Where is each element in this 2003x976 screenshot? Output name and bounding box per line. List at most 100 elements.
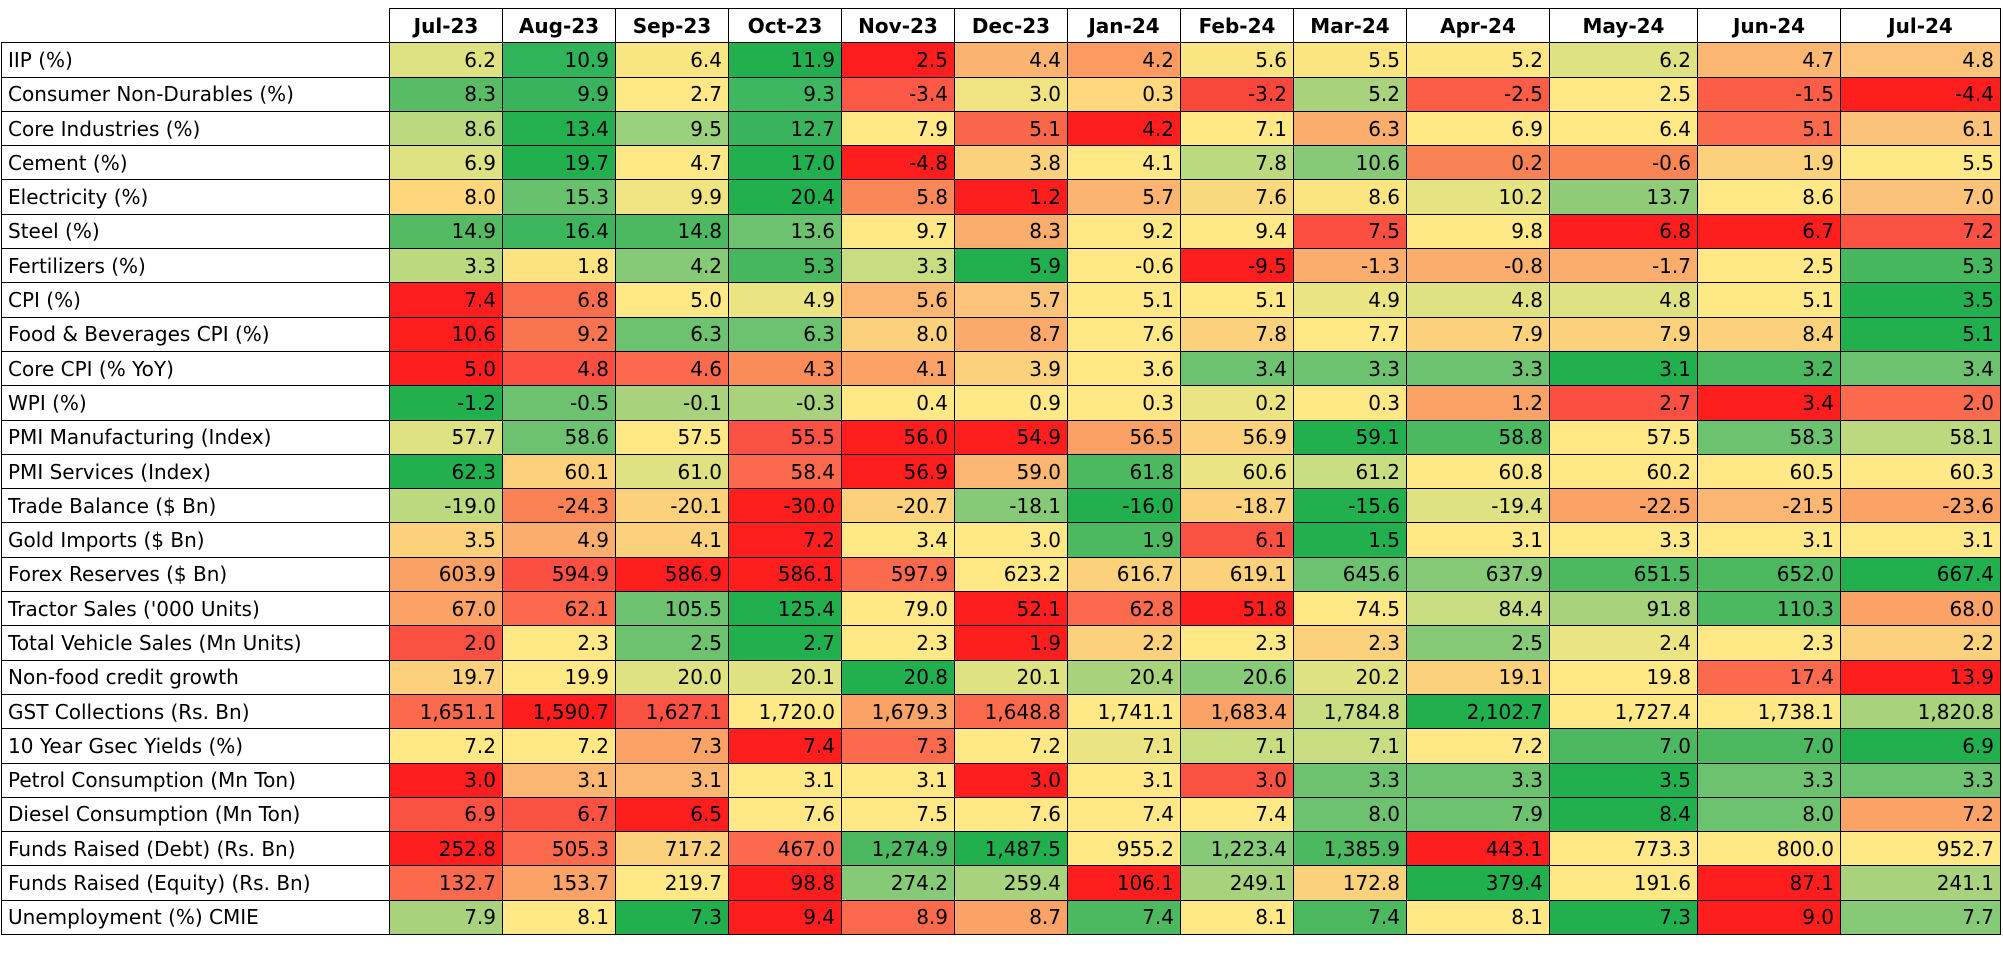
value-cell: 191.6 <box>1549 865 1698 901</box>
value-cell: -19.0 <box>389 488 503 524</box>
value-cell: 7.7 <box>1840 899 2001 936</box>
value-cell: 7.6 <box>1067 316 1181 352</box>
row-label: Steel (%) <box>1 213 390 250</box>
value-cell: 5.2 <box>1293 76 1407 112</box>
value-cell: 5.0 <box>389 350 503 387</box>
value-cell: 7.4 <box>728 728 842 764</box>
value-cell: 7.4 <box>1067 899 1181 936</box>
value-cell: 172.8 <box>1293 865 1407 901</box>
column-header: Aug-23 <box>502 7 616 44</box>
value-cell: 1,487.5 <box>954 831 1068 867</box>
row-label: Cement (%) <box>1 145 390 181</box>
value-cell: 3.3 <box>1549 522 1698 558</box>
value-cell: 4.8 <box>1840 42 2001 78</box>
value-cell: 3.4 <box>1840 350 2001 387</box>
value-cell: 5.2 <box>1406 42 1550 78</box>
value-cell: 6.7 <box>502 796 616 833</box>
row-label: Food & Beverages CPI (%) <box>1 316 390 352</box>
value-cell: 15.3 <box>502 179 616 215</box>
row-label: Gold Imports ($ Bn) <box>1 522 390 558</box>
value-cell: 1.8 <box>502 248 616 284</box>
table-row: Trade Balance ($ Bn) -19.0 -24.3 -20.1 -30.0… <box>1 488 2001 524</box>
value-cell: 13.9 <box>1840 659 2001 695</box>
value-cell: 58.3 <box>1697 419 1841 455</box>
value-cell: 3.5 <box>1840 282 2001 318</box>
table-row: Tractor Sales ('000 Units) 67.0 62.1 105.5 1… <box>1 591 2001 627</box>
value-cell: 7.5 <box>1293 213 1407 250</box>
value-cell: 4.2 <box>1067 110 1181 147</box>
value-cell: 5.5 <box>1293 42 1407 78</box>
value-cell: 3.1 <box>841 762 955 798</box>
value-cell: 597.9 <box>841 556 955 593</box>
value-cell: 13.4 <box>502 110 616 147</box>
value-cell: 1,651.1 <box>389 693 503 730</box>
value-cell: 7.6 <box>728 796 842 833</box>
value-cell: 259.4 <box>954 865 1068 901</box>
table-row: Core CPI (% YoY) 5.0 4.8 4.6 4.3 4.1 3.9 3.6 3.4… <box>1 350 2001 387</box>
value-cell: -23.6 <box>1840 488 2001 524</box>
value-cell: 132.7 <box>389 865 503 901</box>
row-label: Trade Balance ($ Bn) <box>1 488 390 524</box>
value-cell: 8.7 <box>954 316 1068 352</box>
value-cell: 58.1 <box>1840 419 2001 455</box>
value-cell: 9.3 <box>728 76 842 112</box>
value-cell: 5.7 <box>954 282 1068 318</box>
table-row: Diesel Consumption (Mn Ton) 6.9 6.7 6.5 7.6 7… <box>1 796 2001 833</box>
value-cell: 651.5 <box>1549 556 1698 593</box>
value-cell: -21.5 <box>1697 488 1841 524</box>
value-cell: 3.4 <box>841 522 955 558</box>
value-cell: 6.8 <box>502 282 616 318</box>
value-cell: 4.8 <box>1406 282 1550 318</box>
value-cell: 6.5 <box>615 796 729 833</box>
value-cell: 57.5 <box>615 419 729 455</box>
value-cell: 3.3 <box>1406 762 1550 798</box>
value-cell: 3.1 <box>1840 522 2001 558</box>
value-cell: 17.4 <box>1697 659 1841 695</box>
value-cell: 56.5 <box>1067 419 1181 455</box>
value-cell: 1.9 <box>1067 522 1181 558</box>
value-cell: -1.3 <box>1293 248 1407 284</box>
value-cell: 9.5 <box>615 110 729 147</box>
value-cell: 59.1 <box>1293 419 1407 455</box>
value-cell: 13.6 <box>728 213 842 250</box>
value-cell: 19.8 <box>1549 659 1698 695</box>
corner-cell <box>1 8 390 44</box>
table-row: Cement (%) 6.9 19.7 4.7 17.0 -4.8 3.8 4.1 7.8 10.… <box>1 145 2001 181</box>
value-cell: 61.0 <box>615 453 729 490</box>
table-row: CPI (%) 7.4 6.8 5.0 4.9 5.6 5.7 5.1 5.1 4.9 4.8 4.8… <box>1 282 2001 318</box>
value-cell: 54.9 <box>954 419 1068 455</box>
value-cell: 3.5 <box>1549 762 1698 798</box>
value-cell: 20.4 <box>728 179 842 215</box>
value-cell: 1,720.0 <box>728 693 842 730</box>
value-cell: 3.3 <box>841 248 955 284</box>
row-label: PMI Manufacturing (Index) <box>1 419 390 455</box>
table-row: GST Collections (Rs. Bn) 1,651.1 1,590.7 1,… <box>1 693 2001 730</box>
value-cell: 5.3 <box>1840 248 2001 284</box>
table-row: Gold Imports ($ Bn) 3.5 4.9 4.1 7.2 3.4 3.0 1.9… <box>1 522 2001 558</box>
value-cell: 1.2 <box>954 179 1068 215</box>
value-cell: 3.3 <box>1406 350 1550 387</box>
value-cell: 2.5 <box>841 42 955 78</box>
value-cell: 110.3 <box>1697 591 1841 627</box>
value-cell: 10.2 <box>1406 179 1550 215</box>
value-cell: 20.4 <box>1067 659 1181 695</box>
value-cell: 84.4 <box>1406 591 1550 627</box>
value-cell: 9.7 <box>841 213 955 250</box>
value-cell: 62.3 <box>389 453 503 490</box>
value-cell: 1.2 <box>1406 385 1550 421</box>
value-cell: 3.1 <box>1067 762 1181 798</box>
value-cell: 8.6 <box>389 110 503 147</box>
value-cell: 443.1 <box>1406 831 1550 867</box>
column-header: Jul-23 <box>389 7 503 44</box>
table-row: PMI Services (Index) 62.3 60.1 61.0 58.4 56.9… <box>1 453 2001 490</box>
value-cell: 619.1 <box>1180 556 1294 593</box>
value-cell: 5.8 <box>841 179 955 215</box>
table-body: IIP (%) 6.2 10.9 6.4 11.9 2.5 4.4 4.2 5.6 5.5 5.2 6… <box>1 42 2001 936</box>
value-cell: 60.5 <box>1697 453 1841 490</box>
value-cell: 3.0 <box>954 76 1068 112</box>
value-cell: 7.6 <box>1180 179 1294 215</box>
table-row: PMI Manufacturing (Index) 57.7 58.6 57.5 55.… <box>1 419 2001 455</box>
table-header: Jul-23 Aug-23 Sep-23 Oct-23 Nov-23 Dec-23 Jan-… <box>1 7 2001 44</box>
header-row: Jul-23 Aug-23 Sep-23 Oct-23 Nov-23 Dec-23 Jan-… <box>1 7 2001 44</box>
value-cell: 60.3 <box>1840 453 2001 490</box>
